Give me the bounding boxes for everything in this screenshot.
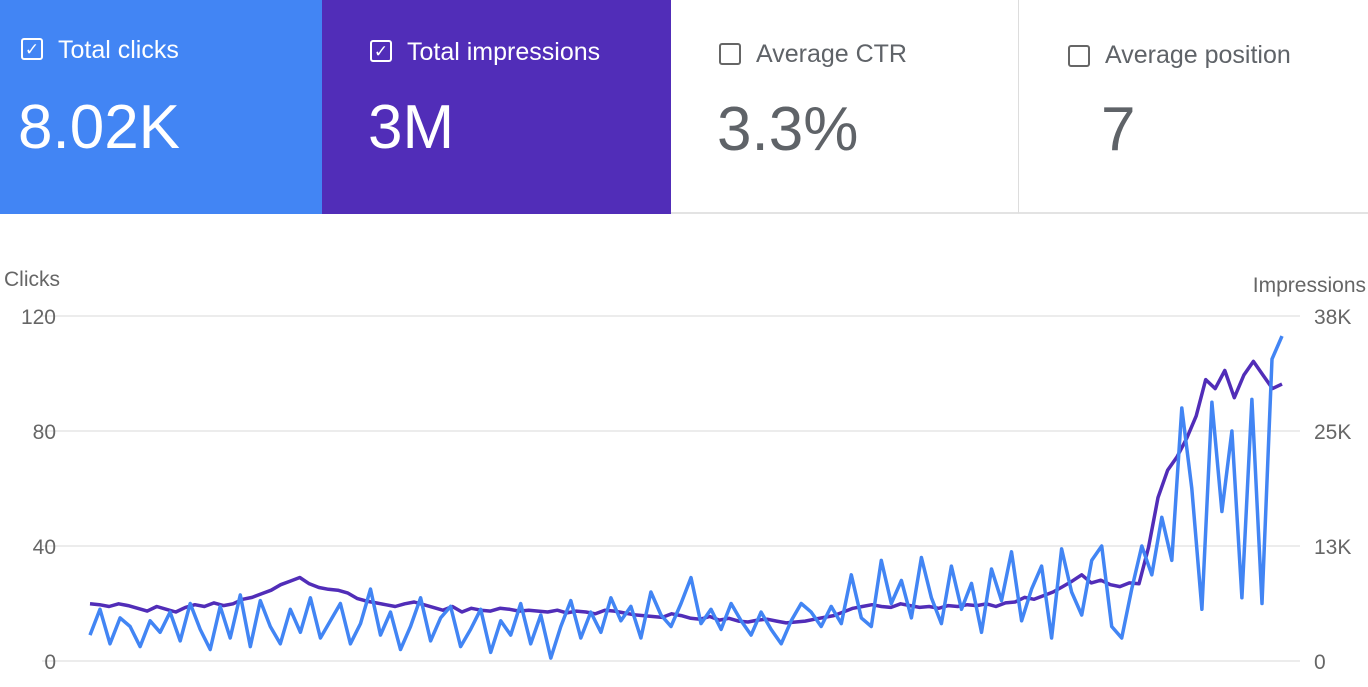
metric-value: 3.3% — [717, 95, 859, 164]
series-line-clicks — [88, 335, 1284, 660]
metric-value: 7 — [1101, 95, 1136, 164]
series-line-impressions — [89, 359, 1283, 625]
metric-label: Total clicks — [58, 36, 179, 64]
checkbox-unchecked-icon[interactable] — [1068, 45, 1090, 67]
metric-card-total-clicks[interactable]: ✓ Total clicks 8.02K — [0, 0, 322, 214]
y2-axis-label: Impressions — [1253, 274, 1366, 297]
checkbox-checked-icon[interactable]: ✓ — [21, 38, 43, 60]
y-axis-label: Clicks — [4, 268, 60, 291]
metric-value: 8.02K — [18, 93, 181, 162]
y2-tick-label: 13K — [1314, 536, 1351, 559]
checkbox-unchecked-icon[interactable] — [719, 43, 741, 65]
y-tick-label: 0 — [44, 651, 56, 674]
metric-label: Average CTR — [756, 40, 907, 68]
metric-card-average-position[interactable]: Average position 7 — [1019, 0, 1368, 214]
metric-card-average-ctr[interactable]: Average CTR 3.3% — [671, 0, 1019, 214]
metric-label: Average position — [1105, 41, 1291, 69]
checkbox-checked-icon[interactable]: ✓ — [370, 40, 392, 62]
y2-tick-label: 38K — [1314, 306, 1351, 329]
metric-label: Total impressions — [407, 38, 601, 66]
metric-value: 3M — [368, 93, 455, 162]
y2-tick-label: 0 — [1314, 651, 1326, 674]
metric-cards: ✓ Total clicks 8.02K ✓ Total impressions… — [0, 0, 1368, 216]
y-tick-label: 120 — [21, 306, 56, 329]
metric-card-total-impressions[interactable]: ✓ Total impressions 3M — [322, 0, 671, 214]
y2-tick-label: 25K — [1314, 421, 1351, 444]
y-tick-label: 80 — [33, 421, 56, 444]
y-tick-label: 40 — [33, 536, 56, 559]
